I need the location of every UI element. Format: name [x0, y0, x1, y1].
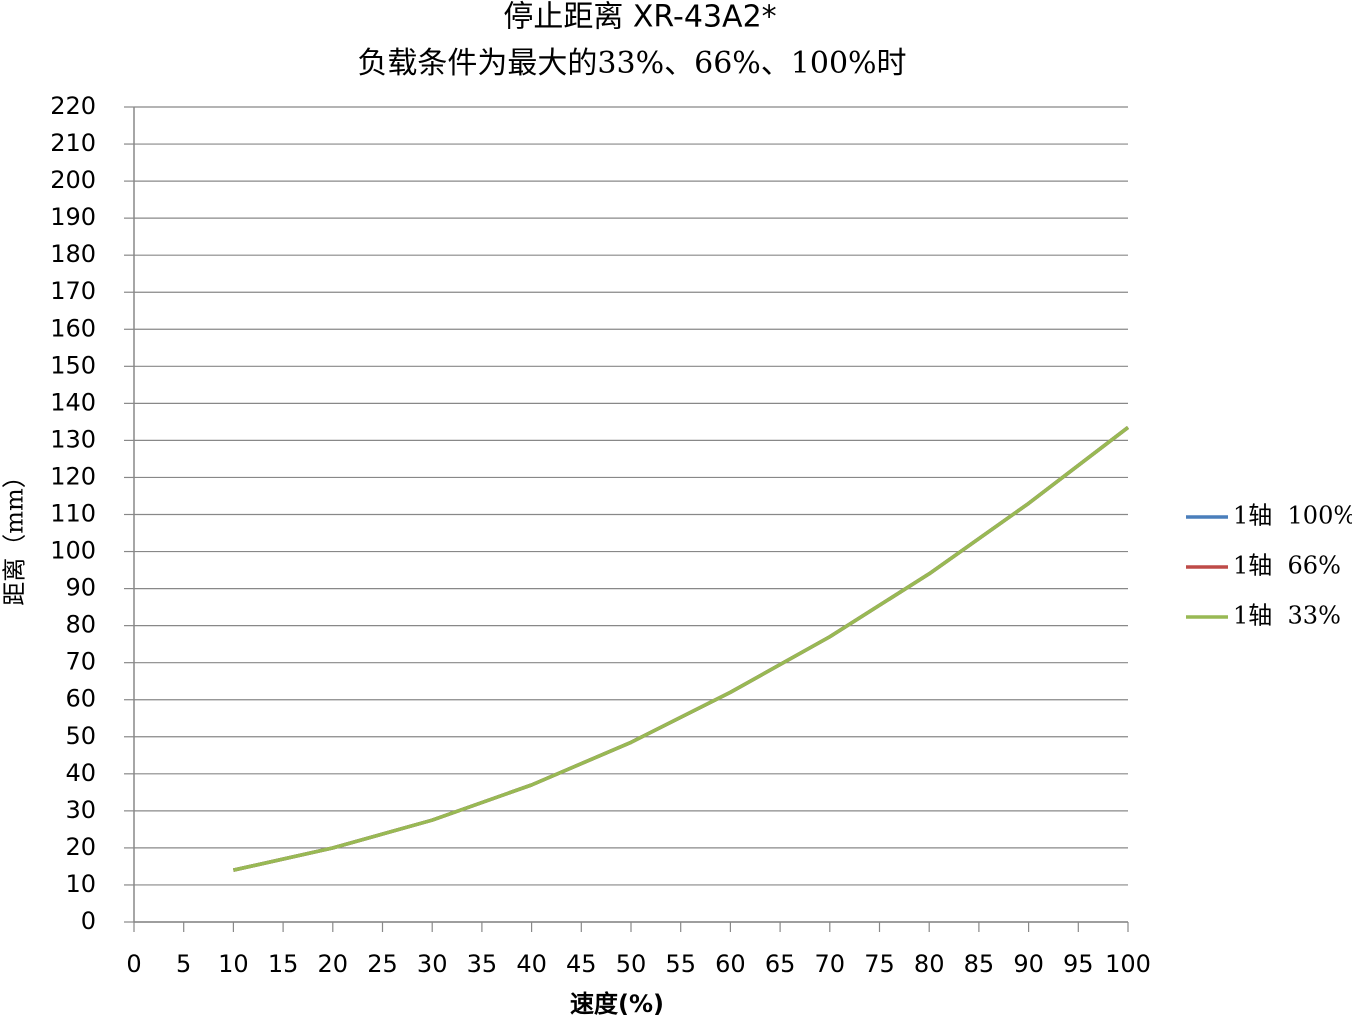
y-tick-label: 140	[50, 388, 96, 416]
y-tick-label: 20	[65, 833, 96, 861]
x-tick-label: 60	[715, 950, 746, 978]
y-tick-label: 70	[65, 648, 96, 676]
x-tick-label: 55	[665, 950, 696, 978]
x-tick-label: 5	[176, 950, 191, 978]
legend-label: 1轴 33%	[1233, 602, 1341, 630]
x-tick-label: 70	[815, 950, 846, 978]
chart-title: 停止距离 XR-43A2*	[503, 0, 776, 35]
y-tick-label: 60	[65, 685, 96, 713]
y-tick-label: 180	[50, 240, 96, 268]
y-tick-label: 200	[50, 166, 96, 194]
y-tick-label: 10	[65, 870, 96, 898]
y-tick-label: 0	[81, 907, 96, 935]
x-tick-label: 100	[1105, 950, 1151, 978]
y-tick-label: 50	[65, 722, 96, 750]
y-tick-label: 210	[50, 129, 96, 157]
x-tick-label: 15	[268, 950, 299, 978]
x-tick-label: 45	[566, 950, 597, 978]
x-tick-label: 10	[218, 950, 249, 978]
x-tick-label: 0	[126, 950, 141, 978]
legend-label: 1轴 100%	[1233, 502, 1352, 530]
series-line	[233, 426, 1130, 872]
x-tick-label: 80	[914, 950, 945, 978]
y-tick-label: 190	[50, 203, 96, 231]
x-tick-label: 20	[318, 950, 349, 978]
y-tick-label: 170	[50, 277, 96, 305]
series-line	[233, 426, 1130, 872]
y-tick-label: 40	[65, 759, 96, 787]
x-tick-label: 85	[964, 950, 995, 978]
x-tick-label: 25	[367, 950, 398, 978]
y-tick-label: 110	[50, 500, 96, 528]
y-axis-label: 距离（mm）	[1, 464, 29, 606]
x-tick-label: 65	[765, 950, 796, 978]
chart-subtitle: 负载条件为最大的33%、66%、100%时	[357, 46, 906, 81]
x-tick-label: 90	[1013, 950, 1044, 978]
legend-label: 1轴 66%	[1233, 552, 1341, 580]
x-axis-label: 速度(%)	[570, 990, 664, 1018]
series-line	[233, 426, 1130, 872]
y-tick-label: 220	[50, 92, 96, 120]
x-tick-label: 75	[864, 950, 895, 978]
y-tick-label: 30	[65, 796, 96, 824]
y-tick-label: 120	[50, 462, 96, 490]
y-tick-label: 160	[50, 314, 96, 342]
y-tick-label: 150	[50, 351, 96, 379]
y-tick-label: 90	[65, 574, 96, 602]
x-tick-label: 30	[417, 950, 448, 978]
y-tick-label: 80	[65, 611, 96, 639]
x-tick-label: 40	[516, 950, 547, 978]
x-tick-label: 50	[616, 950, 647, 978]
y-tick-label: 100	[50, 537, 96, 565]
x-tick-label: 35	[467, 950, 498, 978]
y-tick-label: 130	[50, 425, 96, 453]
x-tick-label: 95	[1063, 950, 1094, 978]
